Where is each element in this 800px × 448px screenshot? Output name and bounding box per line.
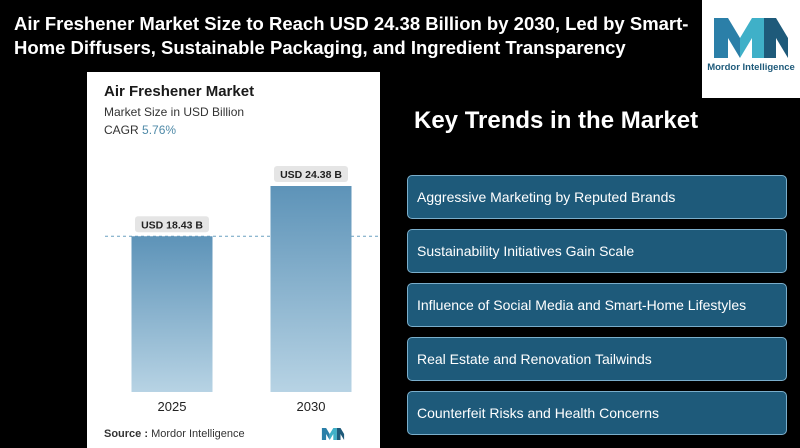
key-trends-title: Key Trends in the Market	[414, 107, 699, 134]
category-label: 2025	[158, 399, 187, 414]
value-label-bg	[135, 216, 209, 233]
category-label: 2030	[297, 399, 326, 414]
cagr-label: CAGR	[104, 123, 139, 137]
headline: Air Freshener Market Size to Reach USD 2…	[14, 13, 689, 58]
trend-item: Counterfeit Risks and Health Concerns	[407, 391, 787, 435]
trend-item: Sustainability Initiatives Gain Scale	[407, 229, 787, 273]
source-logo-icon	[321, 428, 345, 440]
chart-title: Air Freshener Market	[104, 83, 255, 100]
source-line: Source : Mordor Intelligence	[104, 428, 245, 440]
cagr-value: 5.76%	[142, 123, 177, 137]
trend-item: Aggressive Marketing by Reputed Brands	[407, 175, 787, 219]
bar-chart: USD 18.43 B 2025 USD 24.38 B 2030	[105, 166, 380, 414]
cagr-line: CAGR 5.76%	[104, 123, 176, 137]
chart-subtitle: Market Size in USD Billion	[104, 105, 245, 119]
mordor-logo-icon	[714, 18, 788, 58]
source-label: Source :	[104, 428, 149, 440]
logo-text: Mordor Intelligence	[707, 62, 795, 73]
value-label: USD 18.43 B	[141, 219, 203, 231]
bar-2025	[131, 236, 213, 392]
source-name: Mordor Intelligence	[151, 428, 245, 440]
value-label-bg	[274, 166, 348, 182]
bar-2030	[270, 186, 352, 392]
market-chart-card: Air Freshener Market Market Size in USD …	[87, 72, 380, 448]
trend-item: Influence of Social Media and Smart-Home…	[407, 283, 787, 327]
trend-item: Real Estate and Renovation Tailwinds	[407, 337, 787, 381]
company-logo: Mordor Intelligence	[702, 0, 800, 98]
value-label: USD 24.38 B	[280, 169, 342, 181]
